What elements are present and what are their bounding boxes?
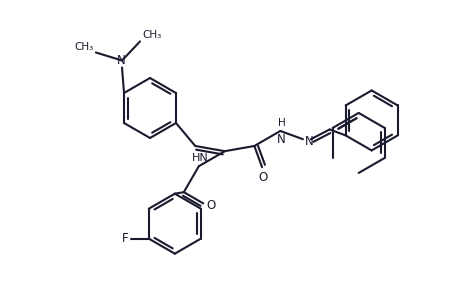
Text: HN: HN — [192, 153, 209, 163]
Text: N: N — [277, 133, 285, 146]
Text: O: O — [206, 199, 216, 212]
Text: CH₃: CH₃ — [142, 30, 161, 40]
Text: N: N — [117, 54, 125, 66]
Text: O: O — [258, 171, 268, 184]
Text: N: N — [305, 135, 313, 148]
Text: F: F — [122, 232, 129, 245]
Text: H: H — [279, 118, 286, 128]
Text: CH₃: CH₃ — [75, 42, 94, 51]
